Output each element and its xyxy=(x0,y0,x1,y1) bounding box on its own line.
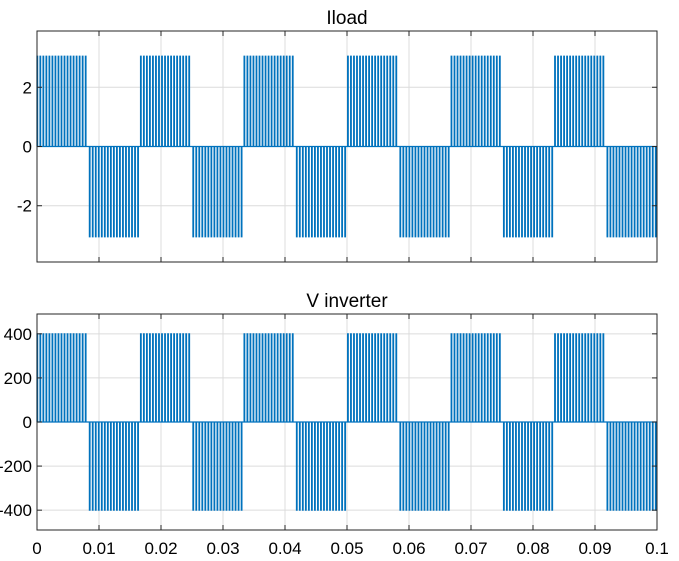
x-tick-label: 0.1 xyxy=(645,539,669,558)
x-tick-label: 0.05 xyxy=(330,539,363,558)
y-tick-label: 2 xyxy=(23,78,32,97)
x-tick-label: 0.01 xyxy=(82,539,115,558)
x-tick-label: 0.08 xyxy=(516,539,549,558)
y-tick-label: -400 xyxy=(0,501,32,520)
series-v-inverter xyxy=(36,333,657,511)
y-tick-label: 0 xyxy=(23,413,32,432)
y-tick-label: -2 xyxy=(17,197,32,216)
axes-iload: -2 0 2 Iload xyxy=(17,8,658,263)
axes-v-inverter: 0 0.01 0.02 0.03 0.04 0.05 0.06 0.07 0.08 0.09 0.1… xyxy=(0,291,669,558)
ticks-iload: -2 0 2 xyxy=(17,31,658,262)
series-iload xyxy=(36,55,657,238)
x-tick-label: 0.03 xyxy=(206,539,239,558)
ticks-v-inverter: 0 0.01 0.02 0.03 0.04 0.05 0.06 0.07 0.08 0.09 0.1… xyxy=(0,314,669,558)
y-tick-label: -200 xyxy=(0,457,32,476)
series-line xyxy=(36,55,657,238)
series-line xyxy=(36,333,657,511)
chart-title-iload: Iload xyxy=(326,8,367,29)
x-tick-label: 0.06 xyxy=(392,539,425,558)
x-tick-label: 0.09 xyxy=(578,539,611,558)
x-tick-label: 0.02 xyxy=(144,539,177,558)
y-tick-label: 200 xyxy=(4,369,32,388)
y-tick-label: 400 xyxy=(4,325,32,344)
y-tick-label: 0 xyxy=(23,138,32,157)
x-tick-label: 0 xyxy=(32,539,41,558)
x-tick-label: 0.04 xyxy=(268,539,301,558)
chart-title-v-inverter: V inverter xyxy=(306,291,388,312)
x-tick-label: 0.07 xyxy=(454,539,487,558)
